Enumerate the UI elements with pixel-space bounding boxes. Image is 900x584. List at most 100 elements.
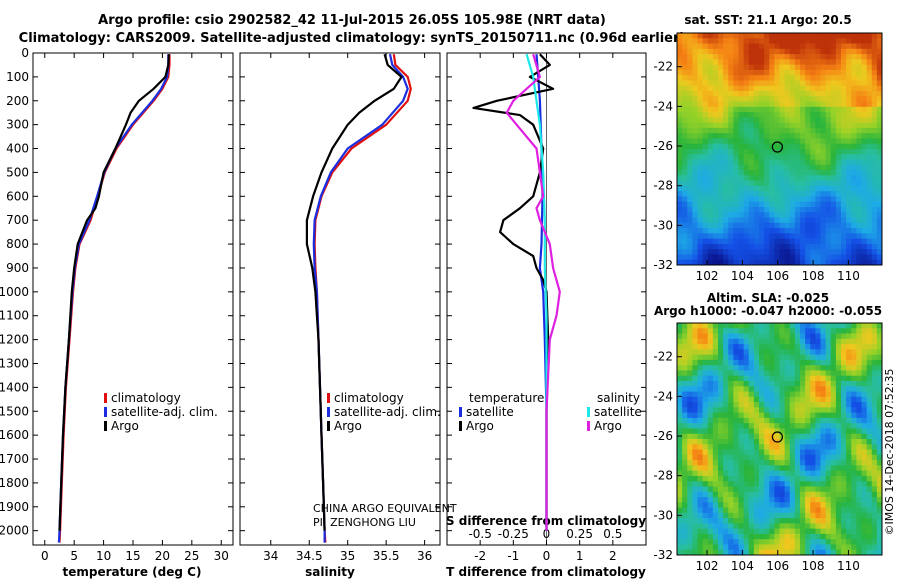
map-cell	[841, 381, 847, 387]
map-cell	[856, 180, 862, 187]
map-cell	[733, 191, 739, 197]
map-cell	[815, 486, 821, 493]
map-cell	[764, 175, 770, 182]
map-cell	[738, 96, 745, 102]
map-cell	[794, 85, 801, 92]
map-cell	[820, 133, 827, 139]
map-cell	[682, 149, 688, 155]
map-cell	[738, 375, 745, 382]
series-line-s-argo	[505, 53, 561, 531]
map-cell	[784, 228, 791, 234]
map-cell	[779, 170, 786, 176]
map-cell	[748, 528, 755, 535]
map-cell	[876, 48, 883, 55]
map-cell	[723, 233, 729, 240]
map-cell	[682, 475, 688, 482]
map-cell	[876, 518, 883, 524]
map-cell	[779, 106, 786, 113]
map-cell	[677, 365, 683, 371]
map-cell	[805, 491, 811, 498]
map-cell	[692, 338, 698, 345]
map-cell	[707, 185, 714, 192]
map-cell	[733, 48, 739, 55]
map-cell	[753, 259, 760, 266]
map-cell	[697, 112, 704, 118]
map-cell	[851, 243, 857, 250]
map-cell	[856, 191, 862, 197]
map-cell	[702, 465, 709, 472]
map-cell	[789, 138, 796, 145]
map-cell	[712, 254, 719, 261]
map-cell	[794, 122, 801, 129]
legend-label: Argo	[466, 419, 494, 433]
map-cell	[774, 475, 780, 482]
map-cell	[815, 354, 821, 361]
map-cell	[815, 54, 821, 60]
map-cell	[825, 33, 832, 39]
map-cell	[800, 138, 806, 145]
map-cell	[718, 549, 724, 556]
map-cell	[692, 497, 698, 503]
map-cell	[789, 507, 796, 514]
map-cell	[707, 375, 714, 382]
map-cell	[748, 454, 755, 461]
map-cell	[825, 207, 832, 213]
map-cell	[800, 170, 806, 176]
map-cell	[856, 512, 862, 519]
map-cell	[805, 533, 811, 540]
map-cell	[835, 117, 842, 124]
map-cell	[820, 523, 827, 530]
map-cell	[876, 228, 883, 234]
map-cell	[789, 412, 796, 419]
map-cell	[866, 523, 873, 530]
x-tick-label: 35	[340, 549, 355, 563]
map-cell	[687, 54, 693, 60]
map-cell	[866, 191, 873, 197]
map-cell	[805, 43, 811, 50]
map-cell	[743, 149, 750, 155]
map-cell	[794, 328, 801, 334]
map-cell	[748, 549, 755, 556]
map-cell	[728, 518, 734, 524]
map-cell	[846, 175, 852, 182]
map-cell	[856, 243, 862, 250]
map-cell	[851, 328, 857, 334]
map-cell	[723, 38, 729, 44]
map-cell	[876, 117, 883, 124]
map-cell	[825, 528, 832, 535]
legend-label: satellite-adj. clim.	[111, 405, 218, 419]
map-cell	[789, 222, 796, 229]
map-cell	[774, 75, 780, 81]
map-cell	[748, 127, 755, 134]
map-cell	[748, 180, 755, 187]
map-cell	[759, 396, 765, 403]
map-cell	[779, 238, 786, 245]
map-cell	[707, 143, 714, 150]
y-tick-label: 800	[6, 237, 29, 251]
map-cell	[692, 333, 698, 340]
map-cell	[759, 497, 765, 503]
map-cell	[733, 33, 739, 39]
map-cell	[815, 539, 821, 545]
map-cell	[871, 122, 878, 129]
map-cell	[692, 549, 698, 556]
map-cell	[835, 470, 842, 477]
map-cell	[712, 328, 719, 334]
map-cell	[846, 391, 852, 398]
map-cell	[810, 143, 816, 150]
map-cell	[728, 154, 734, 160]
map-cell	[759, 149, 765, 155]
map-cell	[784, 549, 791, 556]
map-cell	[805, 33, 811, 39]
map-cell	[733, 149, 739, 155]
map-cell	[784, 497, 791, 503]
map-cell	[835, 412, 842, 419]
map-cell	[815, 238, 821, 245]
map-cell	[677, 122, 683, 129]
map-cell	[682, 80, 688, 87]
map-cell	[687, 391, 693, 398]
map-cell	[692, 491, 698, 498]
map-cell	[810, 391, 816, 398]
map-cell	[800, 475, 806, 482]
map-cell	[861, 59, 868, 66]
